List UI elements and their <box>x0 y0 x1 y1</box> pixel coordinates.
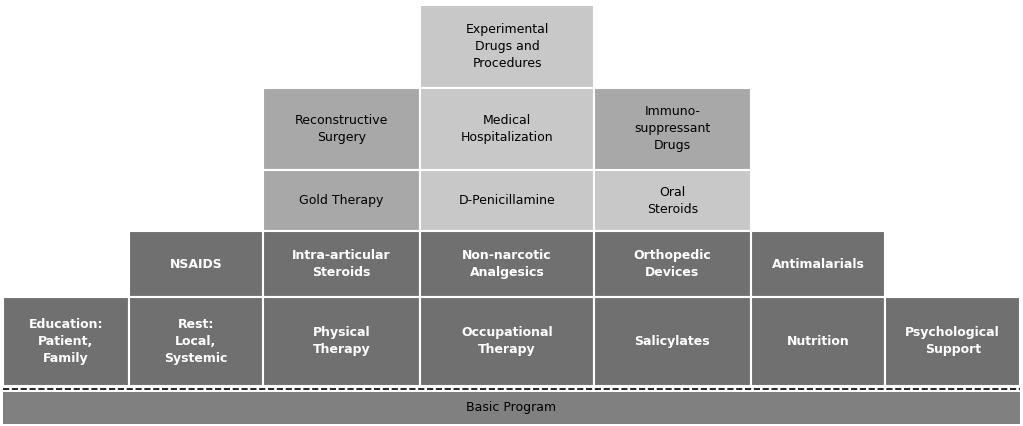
Bar <box>3 297 129 386</box>
Bar <box>263 88 420 170</box>
Text: Non-narcotic
Analgesics: Non-narcotic Analgesics <box>462 249 551 279</box>
Bar <box>263 297 420 386</box>
Bar <box>594 88 751 170</box>
Bar <box>594 297 751 386</box>
Text: Nutrition: Nutrition <box>787 335 849 348</box>
Bar <box>886 297 1020 386</box>
Bar <box>751 297 886 386</box>
Text: Salicylates: Salicylates <box>634 335 710 348</box>
Text: Basic Program: Basic Program <box>466 401 557 414</box>
Text: NSAIDS: NSAIDS <box>170 257 222 271</box>
Text: Antimalarials: Antimalarials <box>771 257 864 271</box>
Text: Oral
Steroids: Oral Steroids <box>647 186 698 216</box>
Bar <box>129 231 263 297</box>
Text: Physical
Therapy: Physical Therapy <box>313 326 370 357</box>
Text: Gold Therapy: Gold Therapy <box>300 194 384 207</box>
Bar <box>751 231 886 297</box>
Bar <box>129 297 263 386</box>
Bar <box>594 231 751 297</box>
Text: Experimental
Drugs and
Procedures: Experimental Drugs and Procedures <box>465 23 548 70</box>
Bar <box>263 170 420 231</box>
Bar <box>594 170 751 231</box>
Bar <box>420 5 594 88</box>
Text: Rest:
Local,
Systemic: Rest: Local, Systemic <box>164 318 227 365</box>
Bar <box>420 231 594 297</box>
Text: Orthopedic
Devices: Orthopedic Devices <box>633 249 711 279</box>
Bar <box>420 297 594 386</box>
Bar <box>3 392 1020 424</box>
Bar <box>420 88 594 170</box>
Bar <box>263 231 420 297</box>
Text: Immuno-
suppressant
Drugs: Immuno- suppressant Drugs <box>634 105 711 153</box>
Text: Reconstructive
Surgery: Reconstructive Surgery <box>295 114 389 144</box>
Text: Psychological
Support: Psychological Support <box>905 326 1000 357</box>
Text: Medical
Hospitalization: Medical Hospitalization <box>460 114 553 144</box>
Text: Intra-articular
Steroids: Intra-articular Steroids <box>293 249 391 279</box>
Text: Education:
Patient,
Family: Education: Patient, Family <box>29 318 103 365</box>
Text: Occupational
Therapy: Occupational Therapy <box>461 326 552 357</box>
Text: D-Penicillamine: D-Penicillamine <box>458 194 555 207</box>
Bar <box>420 170 594 231</box>
